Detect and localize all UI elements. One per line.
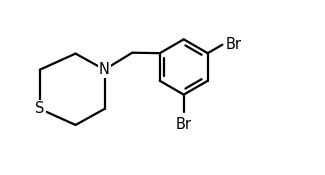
Text: S: S [35, 101, 45, 116]
Text: N: N [99, 62, 110, 77]
Text: Br: Br [226, 37, 241, 52]
Text: Br: Br [176, 117, 192, 132]
